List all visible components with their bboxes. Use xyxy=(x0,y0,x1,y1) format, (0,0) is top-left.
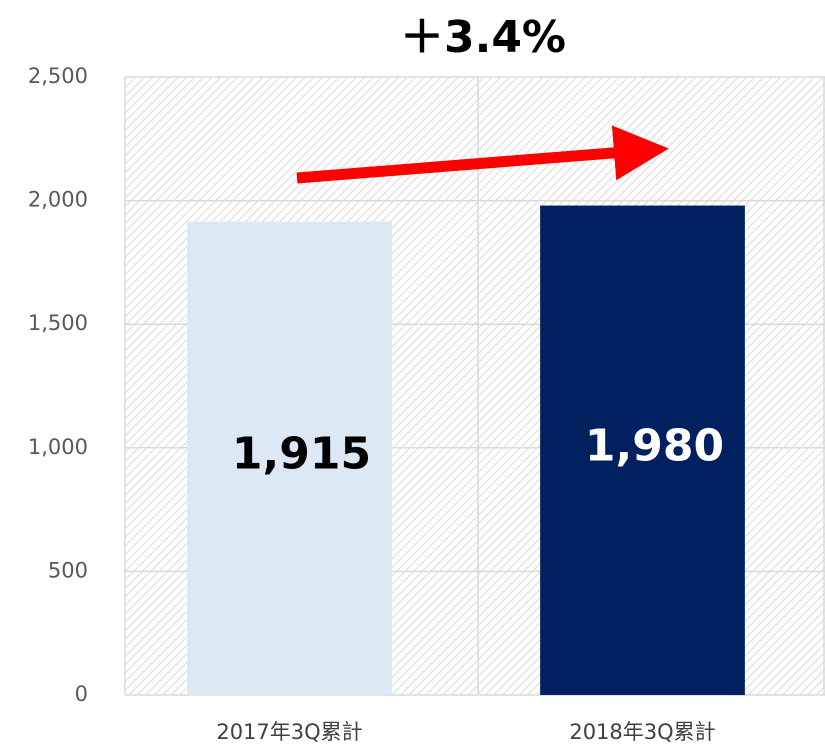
annotation: ＋3.4% xyxy=(400,12,566,63)
y-tick-label: 2,500 xyxy=(28,64,88,88)
trend-arrow xyxy=(296,125,669,184)
x-tick-label: 2017年3Q累計 xyxy=(216,720,362,744)
marks: 1,915 1,980 xyxy=(187,205,745,695)
x-tick-label: 2018年3Q累計 xyxy=(569,720,715,744)
y-tick-label: 2,000 xyxy=(28,188,88,212)
value-label: 1,980 xyxy=(585,420,724,471)
y-tick-label: 1,500 xyxy=(28,311,88,335)
y-tick-label: 0 xyxy=(75,682,88,706)
value-label: 1,915 xyxy=(232,428,371,479)
bar xyxy=(187,221,392,695)
y-tick-label: 1,000 xyxy=(28,435,88,459)
bar xyxy=(540,205,745,695)
y-tick-label: 500 xyxy=(48,558,88,582)
